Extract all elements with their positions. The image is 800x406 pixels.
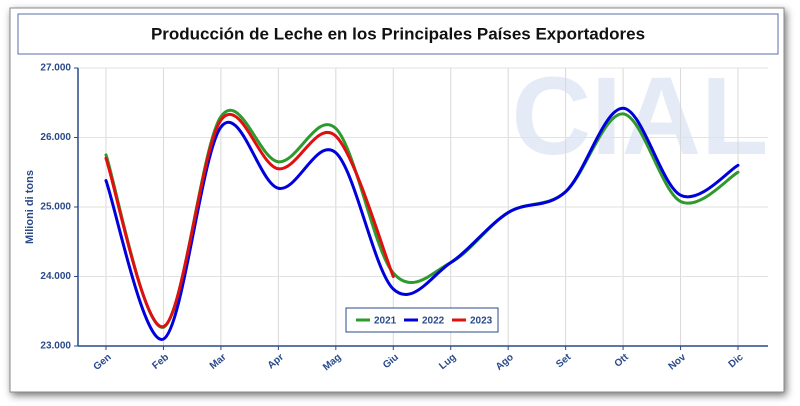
y-axis-label: Milioni di tons [24,170,36,244]
watermark: CIAL [512,55,769,178]
legend: 2021 2022 2023 [345,307,499,333]
legend-label: 2022 [422,316,445,327]
line-series [104,106,740,341]
legend-label: 2023 [470,316,493,327]
y-tick-label: 26.000 [40,132,71,143]
title-box [17,13,779,55]
y-tick-label: 23.000 [40,341,71,352]
y-tick-label: 25.000 [40,202,71,213]
y-tick-label: 24.000 [40,271,71,282]
y-tick-label: 27.000 [40,63,71,74]
chart-title: Producción de Leche en los Principales P… [151,24,645,43]
legend-box [345,307,499,333]
legend-label: 2021 [374,316,397,327]
line-series [104,112,395,329]
